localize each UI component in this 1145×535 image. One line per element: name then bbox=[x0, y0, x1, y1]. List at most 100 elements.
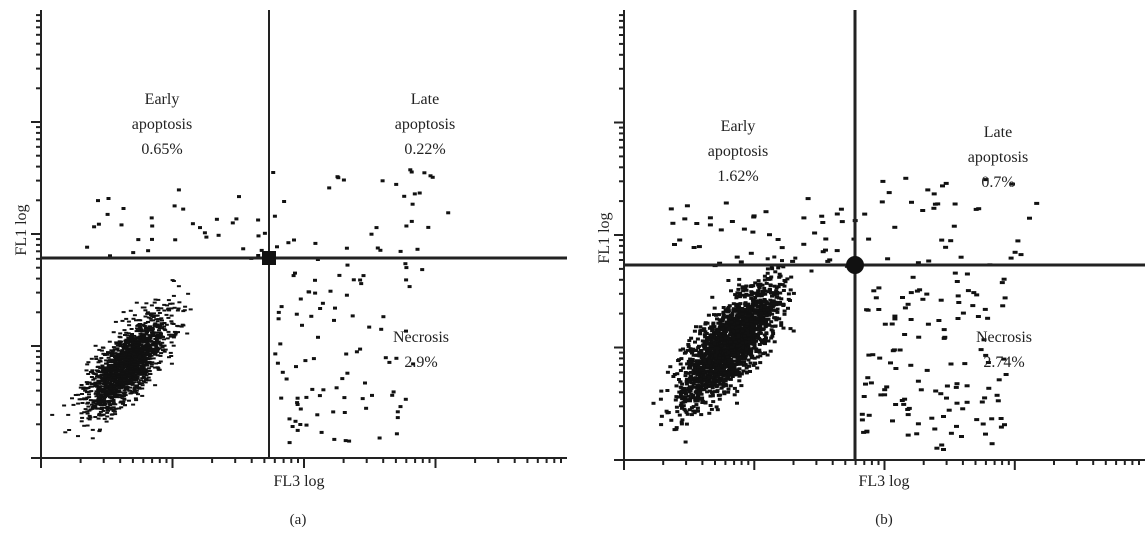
event-dot bbox=[398, 249, 403, 253]
event-dot bbox=[370, 393, 374, 397]
event-dot bbox=[769, 328, 774, 332]
event-dot bbox=[107, 377, 111, 380]
event-dot bbox=[137, 354, 142, 357]
event-dot bbox=[132, 314, 137, 317]
event-dot bbox=[143, 381, 148, 384]
event-dot bbox=[780, 259, 784, 263]
event-dot bbox=[684, 422, 689, 426]
event-dot bbox=[723, 377, 728, 381]
event-dot bbox=[777, 282, 782, 286]
event-dot bbox=[256, 254, 261, 257]
event-dot bbox=[714, 405, 719, 409]
event-dot bbox=[116, 349, 121, 352]
event-dot bbox=[753, 320, 758, 324]
event-dot bbox=[704, 381, 709, 384]
event-dot bbox=[116, 366, 121, 369]
event-dot bbox=[84, 391, 89, 394]
event-dot bbox=[149, 304, 154, 307]
event-dot bbox=[121, 311, 126, 314]
event-dot bbox=[752, 361, 757, 365]
event-dot bbox=[737, 294, 742, 298]
event-dot bbox=[749, 347, 754, 351]
event-dot bbox=[132, 348, 137, 351]
event-dot bbox=[677, 378, 681, 381]
event-dot bbox=[687, 385, 692, 389]
event-dot bbox=[256, 218, 261, 222]
event-dot bbox=[995, 399, 1001, 403]
event-dot bbox=[150, 344, 155, 347]
event-dot bbox=[916, 335, 922, 339]
event-dot bbox=[925, 322, 931, 326]
event-dot bbox=[109, 355, 114, 357]
event-dot bbox=[741, 352, 746, 356]
event-dot bbox=[113, 370, 118, 373]
event-dot bbox=[319, 430, 324, 434]
event-dot bbox=[679, 420, 684, 424]
event-dot bbox=[313, 241, 318, 245]
event-dot bbox=[316, 335, 320, 339]
event-dot bbox=[778, 274, 783, 278]
event-dot bbox=[1001, 277, 1007, 281]
event-dot bbox=[779, 246, 785, 250]
event-dot bbox=[732, 322, 736, 326]
event-dot bbox=[729, 320, 734, 324]
event-dot bbox=[708, 368, 713, 372]
event-dot bbox=[89, 403, 94, 406]
event-dot bbox=[93, 399, 98, 402]
event-dot bbox=[116, 377, 121, 380]
event-dot bbox=[738, 320, 743, 324]
event-dot bbox=[707, 373, 712, 377]
event-dot bbox=[304, 395, 309, 399]
event-dot bbox=[717, 261, 723, 265]
event-dot bbox=[129, 371, 134, 374]
event-dot bbox=[143, 360, 148, 363]
event-dot bbox=[820, 221, 826, 224]
event-dot bbox=[781, 289, 786, 292]
event-dot bbox=[774, 289, 779, 293]
event-dot bbox=[81, 387, 86, 390]
event-dot bbox=[116, 368, 121, 371]
event-dot bbox=[694, 349, 699, 352]
event-dot bbox=[775, 316, 779, 320]
event-dot bbox=[93, 373, 98, 376]
event-dot bbox=[395, 416, 400, 420]
event-dot bbox=[707, 380, 712, 384]
event-dot bbox=[113, 357, 118, 360]
event-dot bbox=[734, 255, 740, 259]
event-dot bbox=[751, 339, 756, 343]
event-dot bbox=[198, 226, 202, 230]
event-dot bbox=[751, 330, 756, 334]
event-dot bbox=[714, 340, 718, 344]
event-dot bbox=[152, 343, 157, 346]
event-dot bbox=[760, 318, 765, 322]
event-dot bbox=[136, 393, 140, 396]
event-dot bbox=[986, 386, 992, 390]
event-dot bbox=[740, 346, 745, 349]
event-dot bbox=[713, 369, 718, 373]
event-dot bbox=[690, 359, 695, 362]
event-dot bbox=[759, 314, 764, 317]
event-dot bbox=[755, 291, 760, 295]
event-dot bbox=[97, 387, 102, 390]
event-dot bbox=[721, 316, 726, 320]
event-dot bbox=[702, 333, 707, 337]
event-dot bbox=[278, 342, 283, 346]
event-dot bbox=[756, 279, 761, 283]
event-dot bbox=[717, 380, 722, 384]
event-dot bbox=[766, 305, 771, 309]
event-dot bbox=[129, 365, 134, 368]
event-dot bbox=[114, 341, 119, 344]
event-dot bbox=[715, 383, 720, 387]
event-dot bbox=[96, 417, 101, 420]
event-dot bbox=[271, 171, 276, 174]
event-dot bbox=[76, 435, 80, 438]
event-dot bbox=[159, 317, 164, 320]
event-dot bbox=[765, 277, 770, 280]
event-dot bbox=[113, 383, 118, 386]
event-dot bbox=[121, 374, 126, 377]
event-dot bbox=[102, 354, 107, 356]
event-dot bbox=[241, 247, 246, 251]
event-dot bbox=[710, 347, 715, 351]
event-dot bbox=[123, 334, 127, 336]
event-dot bbox=[144, 329, 148, 332]
